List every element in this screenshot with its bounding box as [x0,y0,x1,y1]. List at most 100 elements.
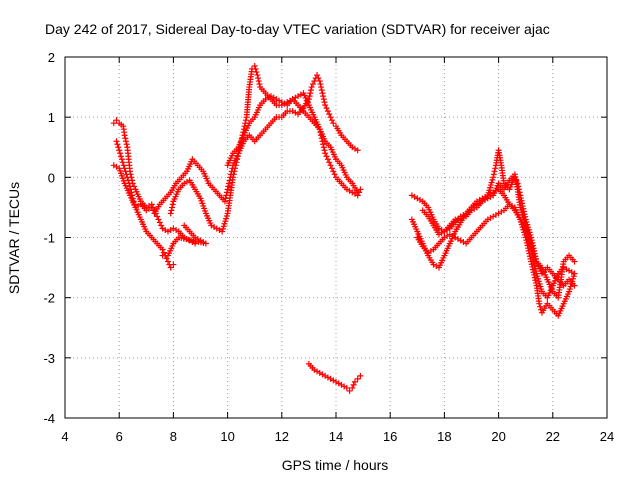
data-point [523,237,530,244]
y-axis-label: SDTVAR / TECUs [6,182,22,294]
data-point [234,153,241,160]
data-point [571,270,578,277]
data-point [529,266,536,273]
x-tick-label: 16 [383,429,397,444]
x-tick-label: 8 [170,429,177,444]
series-track-e [224,90,361,196]
data-point [322,102,329,109]
x-tick-label: 4 [61,429,68,444]
data-point [354,189,361,196]
data-point [326,159,333,166]
data-point [343,384,350,391]
data-point [492,165,499,172]
data-point [320,93,327,100]
data-point [230,174,237,181]
data-point [571,258,578,265]
data-point [316,78,323,85]
data-point [529,263,536,270]
data-point [326,111,333,118]
data-point [251,63,258,70]
series-track-h [408,186,578,301]
data-point [324,108,331,115]
data-point [127,186,134,193]
data-point [328,165,335,172]
data-point [321,99,328,106]
y-tick-label: -4 [43,411,55,426]
series-track-a [110,117,199,247]
data-point [114,141,121,148]
data-point [571,282,578,289]
data-point [232,162,239,169]
data-point [158,222,165,229]
data-point [349,384,356,391]
data-point [350,381,357,388]
data-point [254,72,261,79]
data-point [164,258,171,265]
x-tick-label: 20 [491,429,505,444]
axis-ticks [64,56,608,419]
data-point [528,261,535,268]
data-point [331,171,338,178]
data-point [532,279,539,286]
x-tick-label: 24 [600,429,614,444]
x-tick-label: 22 [546,429,560,444]
data-point [234,156,241,163]
data-point [526,253,533,260]
data-point [118,156,125,163]
data-point [327,162,334,169]
data-point [231,168,238,175]
x-tick-label: 10 [220,429,234,444]
data-point [490,171,497,178]
data-point [357,372,364,379]
data-point [307,87,314,94]
chart-title: Day 242 of 2017, Sidereal Day-to-day VTE… [45,21,550,37]
data-point [148,204,155,211]
data-point [170,261,177,268]
data-point [159,252,166,259]
data-point [123,171,130,178]
data-point [242,117,249,124]
data-point [532,277,539,284]
x-axis-label: GPS time / hours [282,457,389,473]
data-point [530,269,537,276]
data-point [255,78,262,85]
data-point [537,303,544,310]
data-point [232,165,239,172]
y-tick-label: -2 [43,291,55,306]
data-point [123,141,130,148]
data-point [169,204,176,211]
data-point [253,69,260,76]
data-point [491,168,498,175]
y-tick-label: -1 [43,231,55,246]
series-track-d [167,72,361,235]
data-point [163,255,170,262]
data-point [328,117,335,124]
data-point [531,271,538,278]
data-point [323,105,330,112]
data-point [122,135,129,142]
data-point [159,246,166,253]
data-point [306,93,313,100]
y-tick-label: 0 [48,170,55,185]
data-point [167,210,174,217]
data-point [528,258,535,265]
x-tick-label: 6 [116,429,123,444]
data-point [536,300,543,307]
data-point [124,174,131,181]
data-point [233,159,240,166]
data-point [120,162,127,169]
data-point [113,117,120,124]
data-point [119,159,126,166]
data-point [322,150,329,157]
data-point [121,132,128,139]
data-point [314,72,321,79]
data-point [354,375,361,382]
data-point [225,183,232,190]
data-point [357,186,364,193]
x-tick-labels: 4 6 8 10 12 14 16 18 20 22 24 [61,429,614,444]
data-point [522,234,529,241]
data-point [324,156,331,163]
data-point [307,90,314,97]
data-point [122,138,129,145]
data-point [321,147,328,154]
